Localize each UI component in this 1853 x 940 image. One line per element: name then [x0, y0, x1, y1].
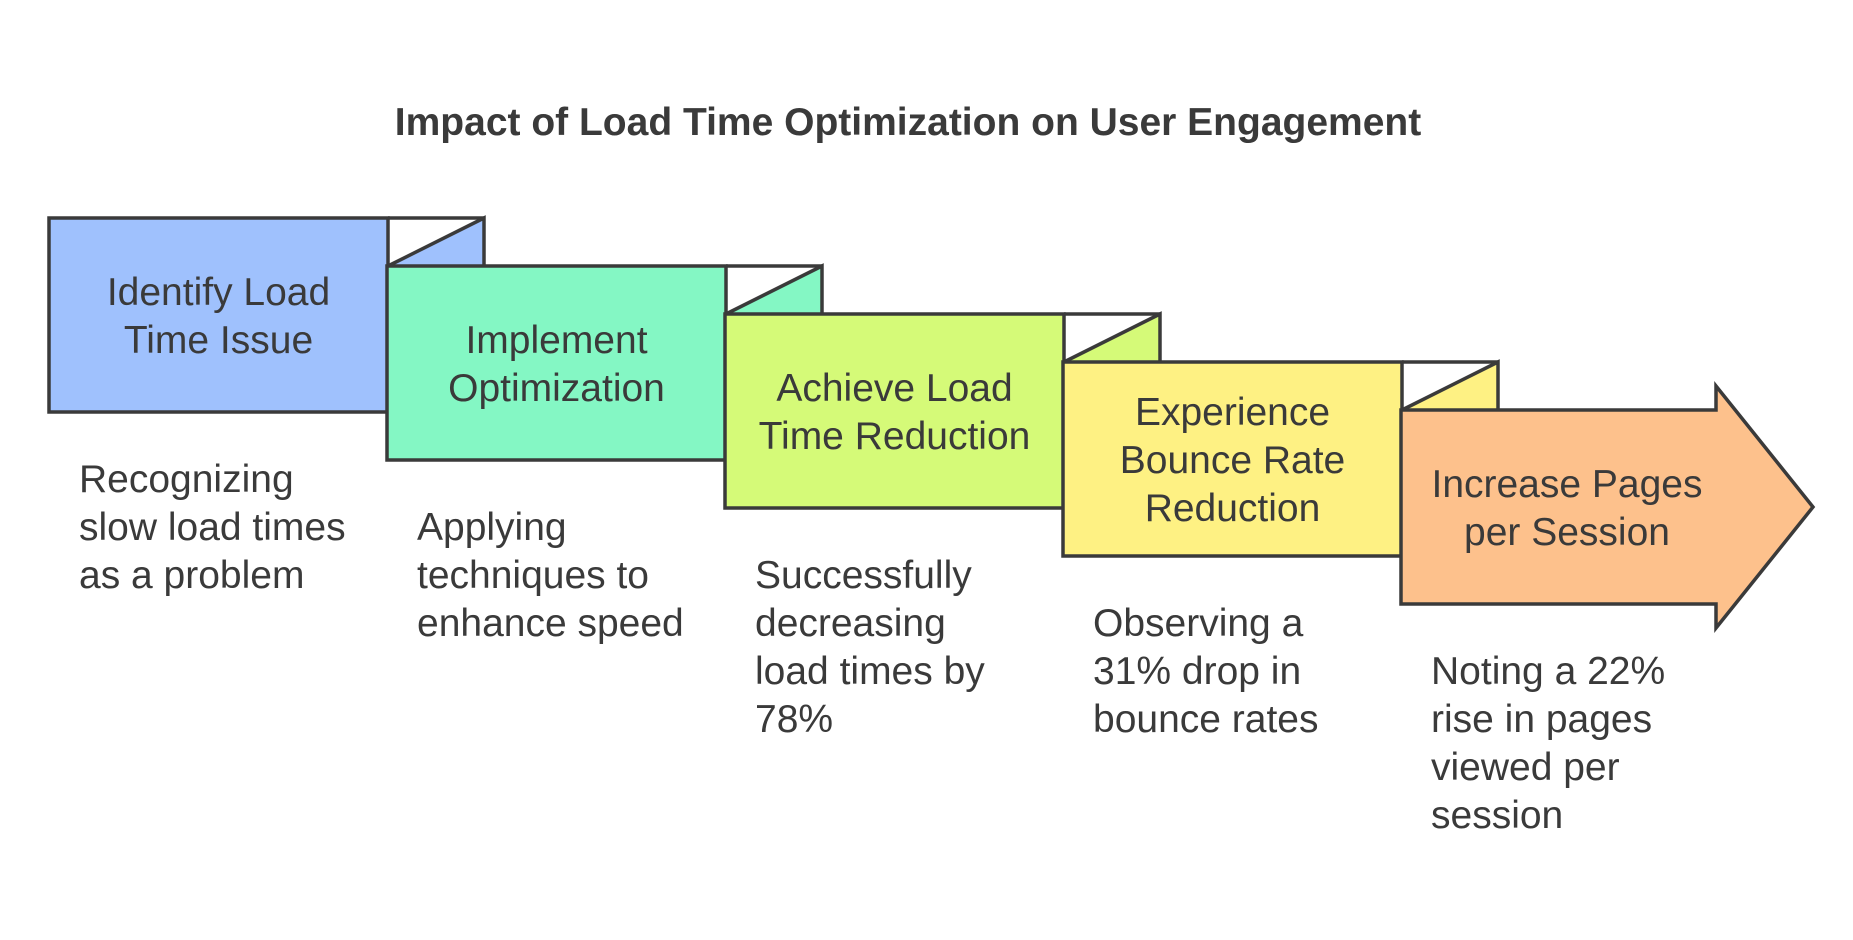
step-5: Increase Pages per Session Noting a 22% ris…	[1399, 381, 1816, 837]
step-description: session	[1431, 794, 1563, 837]
step-label: Achieve Load	[776, 367, 1012, 410]
step-description: rise in pages	[1431, 698, 1652, 741]
step-label: Time Issue	[124, 319, 313, 362]
step-description: enhance speed	[417, 602, 684, 645]
step-label: Reduction	[1145, 487, 1321, 530]
steps-layer: Identify Load Time Issue Recognizing slow l…	[47, 215, 1816, 837]
step-description: techniques to	[417, 554, 649, 597]
step-description: Recognizing	[79, 458, 294, 501]
step-arrow	[1399, 381, 1816, 633]
step-label: Bounce Rate	[1120, 439, 1346, 482]
step-label: per Session	[1464, 511, 1670, 554]
step-description: Observing a	[1093, 602, 1304, 645]
step-label: Identify Load	[107, 271, 330, 314]
step-label: Increase Pages	[1431, 463, 1702, 506]
step-description: Successfully	[755, 554, 972, 597]
step-label: Optimization	[448, 367, 665, 410]
step-banner	[1061, 360, 1404, 558]
step-label: Time Reduction	[759, 415, 1031, 458]
diagram-title: Impact of Load Time Optimization on User…	[395, 101, 1421, 144]
step-banner	[47, 216, 390, 414]
step-label: Experience	[1135, 391, 1330, 434]
step-description: load times by	[755, 650, 985, 693]
step-description: decreasing	[755, 602, 946, 645]
step-description: as a problem	[79, 554, 304, 597]
step-banner	[723, 312, 1066, 510]
step-banner	[385, 264, 728, 462]
step-1: Identify Load Time Issue Recognizing slow l…	[47, 215, 486, 597]
step-description: Noting a 22%	[1431, 650, 1665, 693]
step-description: bounce rates	[1093, 698, 1319, 741]
step-description: 78%	[755, 698, 833, 741]
step-description: viewed per	[1431, 746, 1620, 789]
step-description: slow load times	[79, 506, 346, 549]
step-description: Applying	[417, 506, 567, 549]
step-description: 31% drop in	[1093, 650, 1301, 693]
step-label: Implement	[465, 319, 647, 362]
